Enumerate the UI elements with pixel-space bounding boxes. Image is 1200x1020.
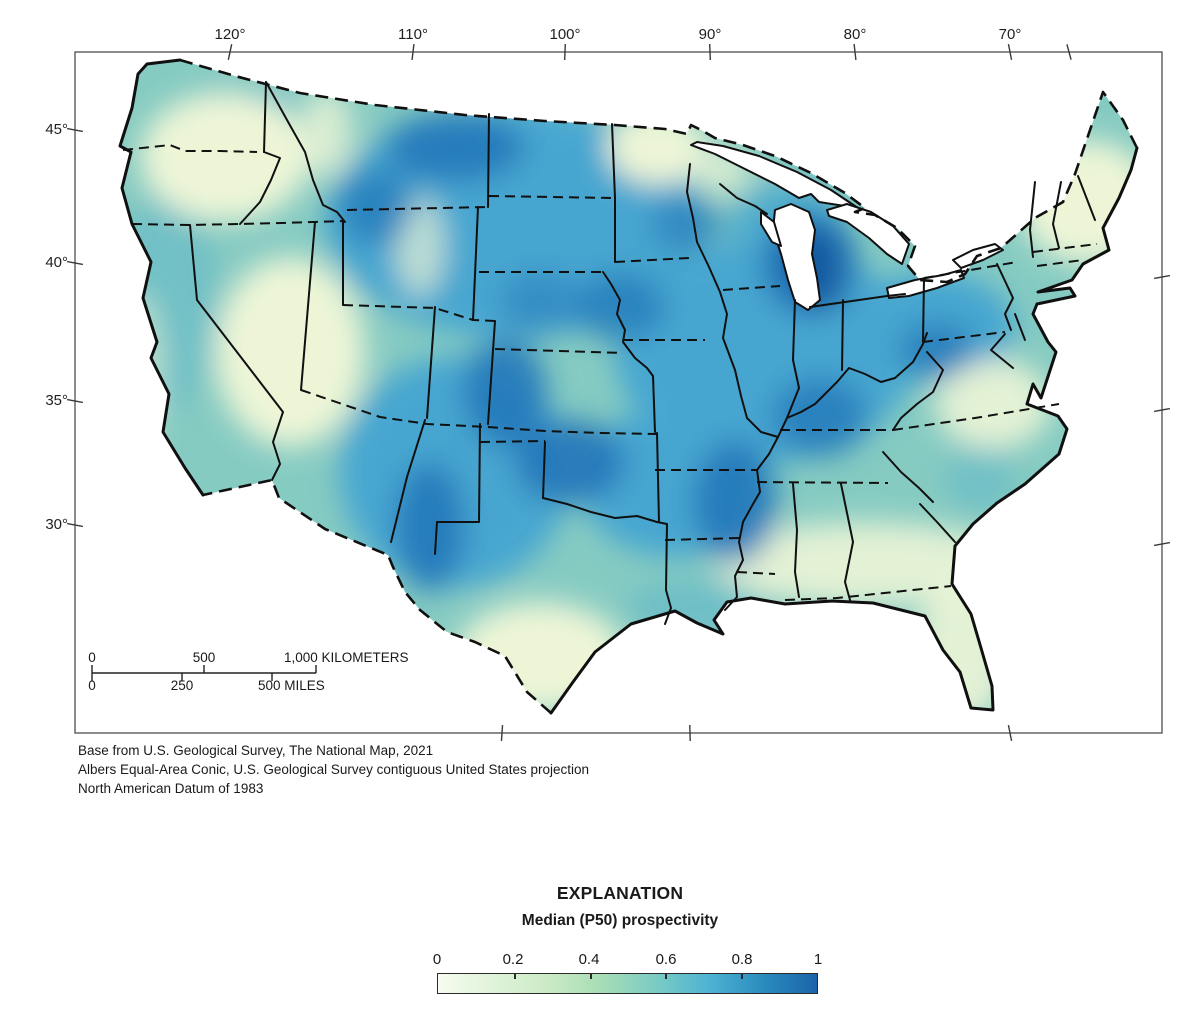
green-bay xyxy=(760,211,782,247)
international-borders xyxy=(179,58,1139,714)
colorbar-tick-04: 0.4 xyxy=(578,951,600,968)
scale-bar xyxy=(91,665,317,681)
legend-title: EXPLANATION xyxy=(556,883,684,903)
colorbar-tick-08: 0.8 xyxy=(731,951,753,968)
scale-km-0: 0 xyxy=(88,650,96,665)
lake-superior xyxy=(690,141,862,211)
credit-line-2: Albers Equal-Area Conic, U.S. Geological… xyxy=(78,762,590,777)
great-lakes xyxy=(690,141,1004,311)
colorbar-mark-04 xyxy=(589,974,592,979)
lat-label-45: 45° xyxy=(45,121,68,138)
credit-line-1: Base from U.S. Geological Survey, The Na… xyxy=(78,743,434,758)
colorbar-mark-02 xyxy=(513,974,516,979)
prospectivity-surface xyxy=(120,60,1137,713)
lat-label-30: 30° xyxy=(45,516,68,533)
lat-label-40: 40° xyxy=(45,254,68,271)
scale-mi-250: 250 xyxy=(170,678,194,693)
colorbar-tick-1: 1 xyxy=(813,951,823,968)
lat-label-35: 35° xyxy=(45,392,68,409)
lon-label-120: 120° xyxy=(214,26,246,43)
us-prospectivity-map xyxy=(66,43,1171,742)
credit-line-3: North American Datum of 1983 xyxy=(78,781,264,796)
coastline xyxy=(118,58,1139,715)
map-frame xyxy=(74,51,1163,734)
colorbar-tick-0: 0 xyxy=(432,951,442,968)
colorbar-mark-06 xyxy=(665,974,668,979)
scale-km-1000: 1,000 KILOMETERS xyxy=(284,650,409,665)
lake-michigan xyxy=(772,203,821,311)
scale-mi-500: 500 MILES xyxy=(258,678,325,693)
canada-border xyxy=(179,58,1139,284)
lon-label-80: 80° xyxy=(843,26,867,43)
base-map-credits: Base from U.S. Geological Survey, The Na… xyxy=(78,741,589,798)
state-boundaries-dashed xyxy=(122,144,1098,601)
graticule-ticks xyxy=(66,43,1171,742)
scale-mi-0: 0 xyxy=(88,678,96,693)
colorbar xyxy=(437,973,818,994)
lon-label-70: 70° xyxy=(998,26,1022,43)
scale-km-500: 500 xyxy=(192,650,216,665)
colorbar-mark-08 xyxy=(741,974,744,979)
colorbar-tick-02: 0.2 xyxy=(502,951,524,968)
state-boundaries-solid xyxy=(189,81,1096,625)
lon-label-110: 110° xyxy=(398,26,428,43)
lon-label-100: 100° xyxy=(549,26,581,43)
legend-subtitle: Median (P50) prospectivity xyxy=(521,912,719,929)
lon-label-90: 90° xyxy=(698,26,722,43)
colorbar-tick-06: 0.6 xyxy=(655,951,677,968)
